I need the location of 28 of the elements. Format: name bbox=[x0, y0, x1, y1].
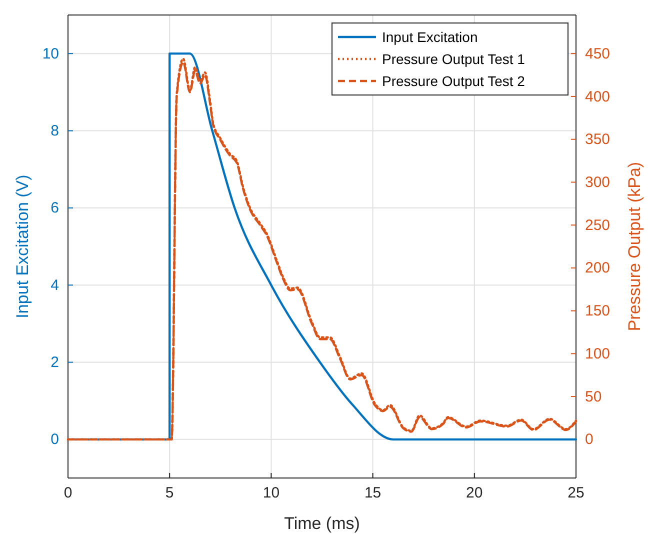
y2-tick-label: 150 bbox=[585, 302, 610, 320]
y-tick-label: 2 bbox=[50, 354, 59, 372]
x-tick-label: 15 bbox=[364, 484, 382, 502]
y2-tick-label: 300 bbox=[585, 174, 610, 191]
y-tick-label: 8 bbox=[50, 122, 59, 140]
y2-tick-label: 400 bbox=[585, 88, 610, 106]
x-tick-label: 5 bbox=[165, 484, 174, 502]
y2-tick-label: 50 bbox=[585, 388, 602, 406]
y-tick-label: 6 bbox=[50, 200, 59, 217]
y2-tick-label: 0 bbox=[585, 431, 594, 448]
y-tick-label: 4 bbox=[50, 276, 59, 294]
y2-axis-title: Pressure Output (kPa) bbox=[625, 162, 644, 332]
x-tick-label: 25 bbox=[568, 484, 584, 502]
y-tick-label: 10 bbox=[42, 45, 59, 62]
y-axis-title: Input Excitation (V) bbox=[13, 174, 32, 318]
x-tick-label: 10 bbox=[262, 484, 280, 502]
y2-tick-label: 350 bbox=[585, 131, 610, 148]
legend-label: Pressure Output Test 1 bbox=[382, 51, 526, 67]
x-axis-title: Time (ms) bbox=[284, 514, 360, 533]
y2-tick-label: 250 bbox=[585, 216, 610, 234]
legend-label: Input Excitation bbox=[382, 29, 478, 45]
y2-tick-label: 200 bbox=[585, 260, 610, 277]
x-tick-label: 20 bbox=[466, 484, 483, 502]
y2-tick-label: 450 bbox=[585, 45, 610, 62]
y2-tick-label: 100 bbox=[585, 345, 610, 362]
x-tick-label: 0 bbox=[64, 484, 72, 502]
legend-label: Pressure Output Test 2 bbox=[382, 73, 526, 89]
y-tick-label: 0 bbox=[50, 431, 59, 448]
